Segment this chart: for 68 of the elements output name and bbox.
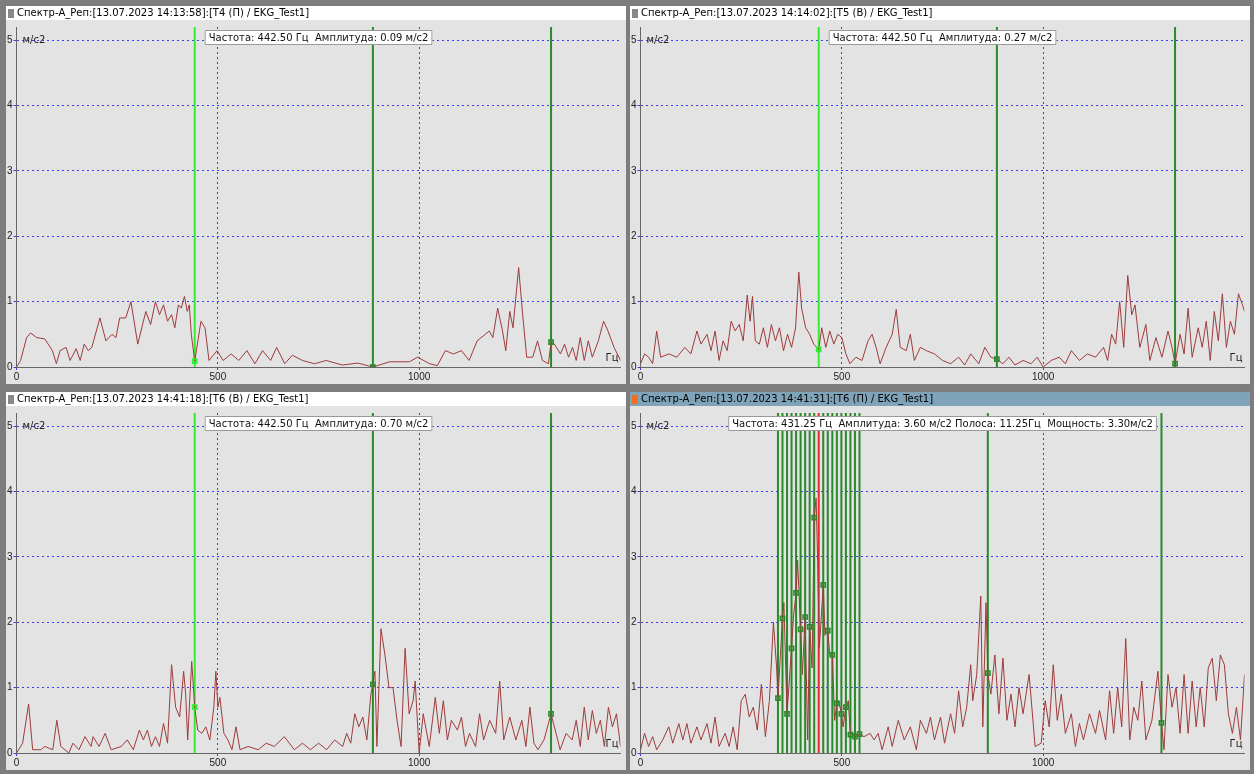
- y-tick-label: 4: [631, 485, 637, 497]
- annotation: Частота: 442.50 Гц Амплитуда: 0.09 м/с2: [208, 31, 429, 43]
- x-axis-title: Гц: [1229, 351, 1243, 363]
- point: [838, 710, 845, 717]
- point: [802, 614, 809, 620]
- x-tick-label: 1000: [408, 756, 431, 768]
- chart-title: Спектр-А_Реп:[13.07.2023 14:41:18]:[T6 (В) / EKG_Test1]: [17, 392, 309, 406]
- y-tick-label: 2: [631, 229, 637, 241]
- point: [191, 704, 198, 711]
- x-tick-label: 500: [209, 370, 227, 382]
- y-tick-label: 0: [631, 360, 637, 372]
- y-tick-label: 3: [7, 550, 13, 562]
- point: [984, 670, 991, 677]
- x-tick-label: 1000: [1032, 756, 1055, 768]
- point: [811, 514, 818, 521]
- y-tick-label: 0: [631, 746, 637, 758]
- annotation: Частота: 442.50 Гц Амплитуда: 0.70 м/с2: [208, 417, 429, 429]
- x-axis-title: Гц: [605, 737, 619, 749]
- x-tick-label: 500: [833, 756, 851, 768]
- point: [833, 700, 840, 707]
- y-tick-label: 3: [7, 164, 13, 176]
- point: [820, 582, 827, 588]
- y-tick-label: 5: [7, 419, 13, 431]
- y-tick-label: 2: [7, 229, 13, 241]
- chart-title: Спектр-А_Реп:[13.07.2023 14:13:58]:[T4 (П) / EKG_Test1]: [17, 6, 310, 20]
- point: [852, 733, 858, 740]
- point: [1158, 720, 1165, 726]
- point: [370, 681, 376, 688]
- y-tick-label: 0: [7, 746, 13, 758]
- y-tick-label: 3: [631, 550, 637, 562]
- y-axis-title: м/с2: [646, 33, 670, 45]
- y-tick-label: 5: [7, 33, 13, 45]
- point: [829, 652, 836, 658]
- y-axis-title: м/с2: [646, 419, 670, 431]
- x-tick-label: 500: [209, 756, 227, 768]
- y-tick-label: 0: [7, 360, 13, 372]
- x-tick-label: 500: [833, 370, 851, 382]
- point: [784, 710, 790, 717]
- y-tick-label: 4: [7, 485, 13, 497]
- point: [856, 731, 863, 737]
- point: [793, 589, 799, 596]
- x-tick-label: 1000: [408, 370, 431, 382]
- y-tick-label: 1: [7, 681, 13, 693]
- point: [779, 615, 786, 622]
- chart-title: Спектр-А_Реп:[13.07.2023 14:41:31]:[T6 (П) / EKG_Test1]: [641, 392, 934, 406]
- x-axis-title: Гц: [605, 351, 619, 363]
- y-tick-label: 1: [7, 295, 13, 307]
- x-tick-label: 1000: [1032, 370, 1055, 382]
- point: [824, 627, 831, 634]
- y-tick-label: 4: [7, 99, 13, 111]
- annotation: Частота: 442.50 Гц Амплитуда: 0.27 м/с2: [832, 31, 1053, 43]
- point: [548, 710, 554, 717]
- annotation: Частота: 431.25 Гц Амплитуда: 3.60 м/с2 Полоса: 11.25Гц Мощность: 3.30м/с2: [732, 417, 1153, 429]
- y-axis-title: м/с2: [22, 33, 46, 45]
- y-tick-label: 2: [7, 615, 13, 627]
- y-tick-label: 3: [631, 164, 637, 176]
- point: [775, 695, 781, 701]
- y-tick-label: 5: [631, 33, 637, 45]
- y-tick-label: 1: [631, 295, 637, 307]
- y-tick-label: 2: [631, 615, 637, 627]
- y-tick-label: 1: [631, 681, 637, 693]
- y-tick-label: 4: [631, 99, 637, 111]
- point: [806, 623, 813, 630]
- x-axis-title: Гц: [1229, 737, 1243, 749]
- point: [843, 704, 849, 711]
- chart-title: Спектр-А_Реп:[13.07.2023 14:14:02]:[T5 (В) / EKG_Test1]: [641, 6, 933, 20]
- y-tick-label: 5: [631, 419, 637, 431]
- y-axis-title: м/с2: [22, 419, 46, 431]
